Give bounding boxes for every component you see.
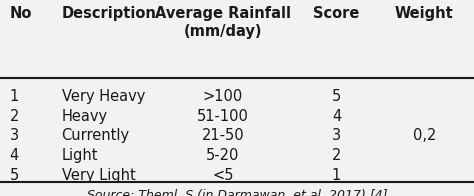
Text: 3: 3 xyxy=(332,128,341,143)
Text: 5: 5 xyxy=(9,168,19,183)
Text: 5-20: 5-20 xyxy=(206,148,239,163)
Text: 0,2: 0,2 xyxy=(412,128,436,143)
Text: 4: 4 xyxy=(9,148,19,163)
Text: No: No xyxy=(9,6,32,21)
Text: Light: Light xyxy=(62,148,98,163)
Text: 1: 1 xyxy=(9,89,19,104)
Text: <5: <5 xyxy=(212,168,234,183)
Text: Heavy: Heavy xyxy=(62,109,108,124)
Text: 5: 5 xyxy=(332,89,341,104)
Text: >100: >100 xyxy=(203,89,243,104)
Text: 51-100: 51-100 xyxy=(197,109,249,124)
Text: Score: Score xyxy=(313,6,360,21)
Text: 1: 1 xyxy=(332,168,341,183)
Text: 21-50: 21-50 xyxy=(201,128,244,143)
Text: Very Heavy: Very Heavy xyxy=(62,89,145,104)
Text: Very Light: Very Light xyxy=(62,168,136,183)
Text: Weight: Weight xyxy=(395,6,454,21)
Text: Average Rainfall
(mm/day): Average Rainfall (mm/day) xyxy=(155,6,291,39)
Text: Description: Description xyxy=(62,6,156,21)
Text: Source: Theml, S (in Darmawan, et al, 2017) [4]: Source: Theml, S (in Darmawan, et al, 20… xyxy=(87,189,387,196)
Text: 3: 3 xyxy=(9,128,18,143)
Text: 2: 2 xyxy=(332,148,341,163)
Text: 2: 2 xyxy=(9,109,19,124)
Text: Currently: Currently xyxy=(62,128,130,143)
Text: 4: 4 xyxy=(332,109,341,124)
